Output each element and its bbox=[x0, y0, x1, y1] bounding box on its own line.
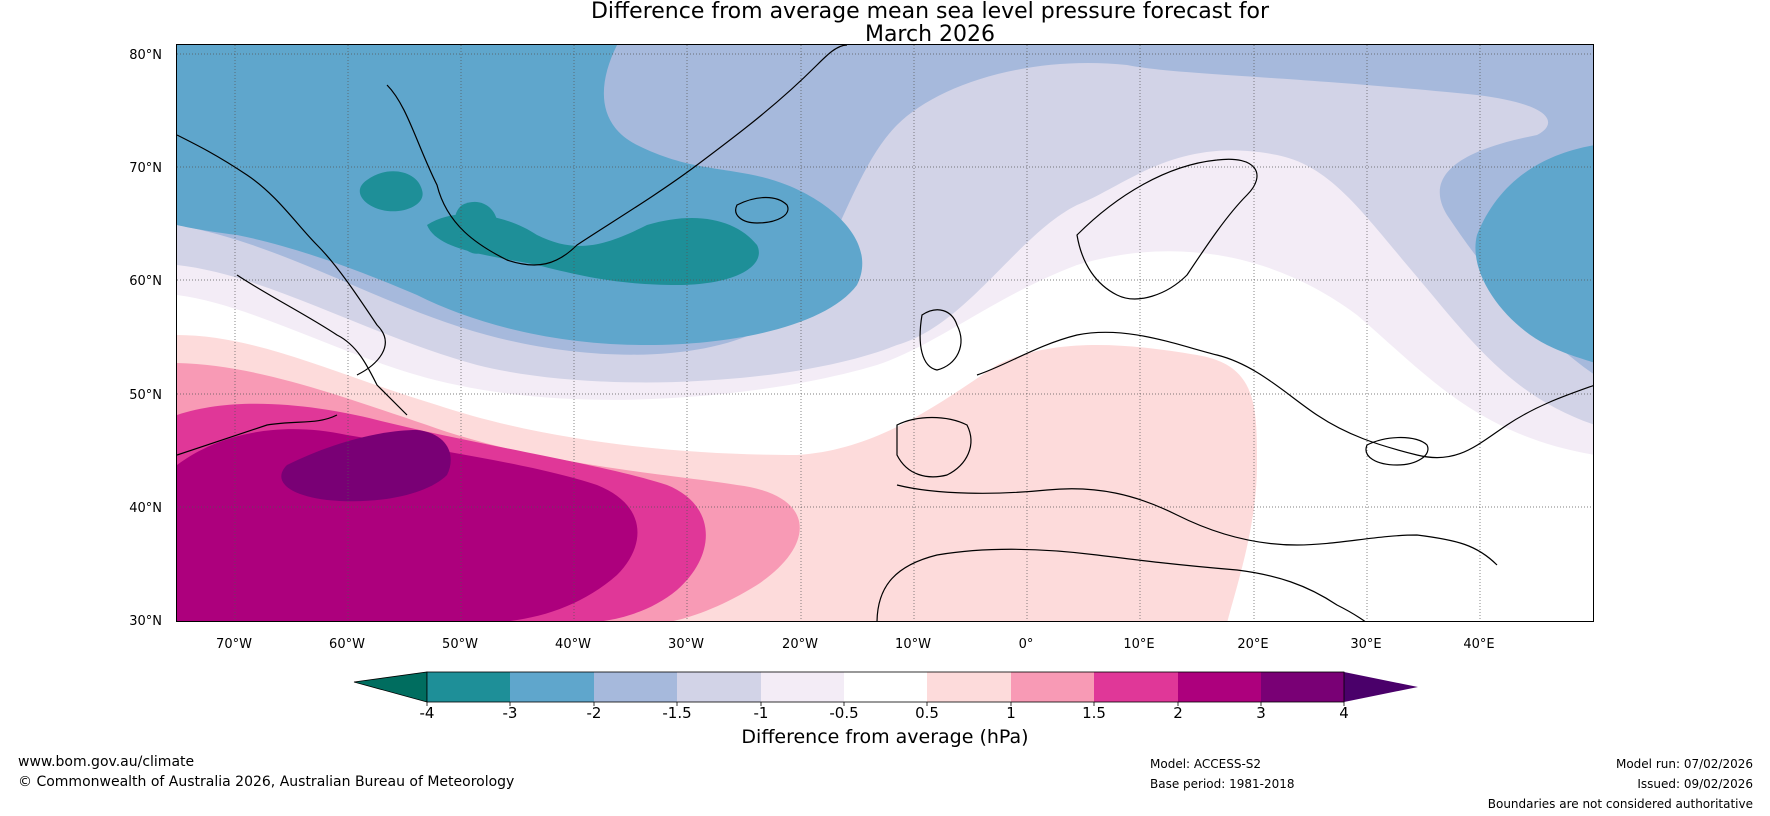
colorbar-tick-3: 3 bbox=[1256, 704, 1266, 722]
footer-website: www.bom.gov.au/climate bbox=[18, 754, 195, 770]
med-coast bbox=[896, 484, 1498, 566]
lat-label-60n: 60°N bbox=[129, 274, 162, 289]
footer-model: Model: ACCESS-S2 bbox=[1150, 757, 1262, 771]
africa-coast bbox=[876, 548, 1366, 621]
lon-label-10w: 10°W bbox=[895, 637, 931, 652]
contour-p3-4 bbox=[281, 430, 451, 502]
colorbar-segment-05-1 bbox=[927, 672, 1011, 702]
colorbar-segment-neg4-neg3 bbox=[427, 672, 510, 702]
contour-neg4-neg3 bbox=[427, 214, 759, 285]
colorbar-tick-2: 2 bbox=[1173, 704, 1183, 722]
title-line-1: Difference from average mean sea level p… bbox=[590, 0, 1270, 24]
iberia-coast bbox=[896, 416, 972, 478]
footer-disclaimer: Boundaries are not considered authoritat… bbox=[1487, 797, 1753, 811]
contour-neg4-neg3-b bbox=[454, 201, 498, 254]
colorbar-tick-neg3: -3 bbox=[502, 704, 518, 722]
europe-coast bbox=[976, 331, 1593, 459]
lat-label-50n: 50°N bbox=[129, 388, 162, 403]
nova-scotia-coast bbox=[177, 414, 338, 456]
lat-label-70n: 70°N bbox=[129, 161, 162, 176]
lon-label-20e: 20°E bbox=[1237, 637, 1269, 652]
colorbar-tick-05: 0.5 bbox=[915, 704, 939, 722]
footer-model-run: Model run: 07/02/2026 bbox=[1615, 757, 1753, 771]
contour-neg3-neg2-east bbox=[1475, 145, 1593, 363]
labrador-coast bbox=[236, 274, 408, 416]
lon-label-40e: 40°E bbox=[1463, 637, 1495, 652]
colorbar-tick-neg05: -0.5 bbox=[829, 704, 859, 722]
colorbar-segment-15-2 bbox=[1094, 672, 1178, 702]
map-svg bbox=[177, 45, 1593, 621]
lon-label-50w: 50°W bbox=[442, 637, 478, 652]
lat-label-80n: 80°N bbox=[129, 48, 162, 63]
colorbar-segment-neg05-05 bbox=[844, 672, 927, 702]
colorbar-segment-3-4 bbox=[1261, 672, 1344, 702]
colorbar-segment-neg15-neg1 bbox=[677, 672, 761, 702]
lon-label-70w: 70°W bbox=[216, 637, 252, 652]
footer-issued: Issued: 09/02/2026 bbox=[1637, 777, 1753, 791]
chart-title: Difference from average mean sea level p… bbox=[0, 0, 1770, 46]
colorbar-title: Difference from average (hPa) bbox=[741, 726, 1029, 748]
lon-label-30w: 30°W bbox=[668, 637, 704, 652]
colorbar-segment-neg2-neg15 bbox=[594, 672, 677, 702]
colorbar-segment-neg1-neg05 bbox=[761, 672, 844, 702]
iceland-coast bbox=[735, 196, 789, 224]
title-line-2: March 2026 bbox=[864, 22, 996, 47]
pressure-anomaly-map bbox=[176, 44, 1594, 622]
colorbar-extend-high bbox=[1344, 672, 1418, 702]
colorbar-tick-neg4: -4 bbox=[419, 704, 435, 722]
colorbar-outline bbox=[426, 671, 1345, 703]
colorbar-segment-neg3-neg2 bbox=[510, 672, 594, 702]
graticule bbox=[177, 45, 1593, 621]
colorbar-tick-neg2: -2 bbox=[586, 704, 602, 722]
lat-label-30n: 30°N bbox=[129, 614, 162, 629]
lon-label-30e: 30°E bbox=[1350, 637, 1382, 652]
colorbar-segment-2-3 bbox=[1178, 672, 1261, 702]
colorbar-tick-neg1: -1 bbox=[753, 704, 769, 722]
colorbar-tick-4: 4 bbox=[1339, 704, 1349, 722]
footer-base-period: Base period: 1981-2018 bbox=[1150, 777, 1295, 791]
coastlines bbox=[177, 45, 1593, 621]
lon-label-0: 0° bbox=[1018, 637, 1034, 652]
greenland-coast bbox=[386, 45, 848, 266]
colorbar-tick-1: 1 bbox=[1006, 704, 1016, 722]
britain-coast bbox=[919, 309, 962, 371]
lat-label-40n: 40°N bbox=[129, 501, 162, 516]
baffin-coast bbox=[177, 134, 386, 376]
footer-copyright: © Commonwealth of Australia 2026, Austra… bbox=[18, 774, 515, 790]
colorbar-ticks bbox=[426, 702, 1345, 706]
scandinavia-coast bbox=[1076, 158, 1258, 300]
colorbar-segment-1-15 bbox=[1011, 672, 1094, 702]
colorbar-extend-low bbox=[353, 671, 428, 703]
lon-label-20w: 20°W bbox=[782, 637, 818, 652]
colorbar-tick-15: 1.5 bbox=[1082, 704, 1106, 722]
lon-label-40w: 40°W bbox=[555, 637, 591, 652]
contour-neg4-neg3-a bbox=[359, 171, 423, 212]
black-sea-coast bbox=[1365, 436, 1429, 466]
lon-label-10e: 10°E bbox=[1123, 637, 1155, 652]
colorbar-tick-neg15: -1.5 bbox=[662, 704, 692, 722]
lon-label-60w: 60°W bbox=[329, 637, 365, 652]
